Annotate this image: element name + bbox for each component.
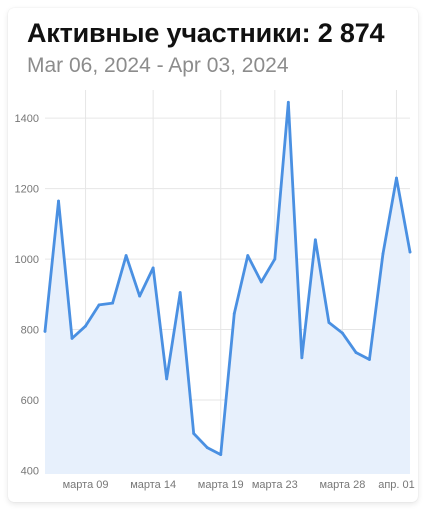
data-point [138, 294, 142, 298]
data-point [232, 312, 236, 316]
x-tick-label: марта 14 [130, 479, 176, 491]
y-axis: 400 600 800 1000 1200 1400 [15, 113, 39, 477]
x-tick-label: апр. 01 [378, 479, 415, 491]
line-layer [43, 100, 412, 457]
data-point [327, 321, 331, 324]
date-range: Mar 06, 2024 - Apr 03, 2024 [27, 54, 289, 77]
x-tick-label: марта 23 [252, 479, 298, 491]
data-point [178, 291, 182, 294]
y-tick-label: 1200 [15, 184, 39, 196]
chart-title: Активные участники: 2 874 [27, 18, 385, 48]
data-point [205, 446, 209, 449]
y-tick-label: 1000 [15, 254, 39, 266]
data-point [354, 351, 358, 354]
data-point [300, 356, 304, 360]
data-point [192, 432, 196, 435]
data-point [286, 100, 290, 104]
data-point [124, 254, 128, 257]
data-point [259, 280, 263, 284]
x-axis: марта 09 марта 14 марта 19 марта 23 марта 28… [63, 479, 415, 491]
data-point [151, 266, 155, 270]
data-point [246, 254, 250, 257]
y-tick-label: 400 [21, 465, 39, 477]
data-point [273, 257, 277, 261]
data-point [70, 336, 74, 340]
area-layer [45, 102, 410, 474]
data-point [219, 453, 223, 457]
data-point [111, 301, 114, 305]
x-tick-label: марта 19 [198, 479, 244, 491]
data-point [381, 252, 385, 256]
data-point [408, 250, 412, 254]
y-tick-label: 800 [21, 325, 39, 337]
data-point [43, 329, 47, 333]
data-point [368, 358, 371, 361]
data-point [341, 331, 344, 335]
x-tick-label: марта 28 [319, 479, 365, 491]
series-area [45, 102, 410, 474]
series-line [43, 100, 412, 457]
data-point [97, 303, 101, 307]
data-point [165, 377, 169, 381]
y-tick-label: 600 [21, 395, 39, 407]
x-tick-label: марта 09 [63, 479, 109, 491]
data-point [395, 176, 398, 180]
point-layer [43, 100, 412, 457]
data-point [57, 199, 60, 203]
data-point [313, 238, 317, 242]
data-point [84, 324, 87, 328]
y-tick-label: 1400 [15, 113, 39, 125]
